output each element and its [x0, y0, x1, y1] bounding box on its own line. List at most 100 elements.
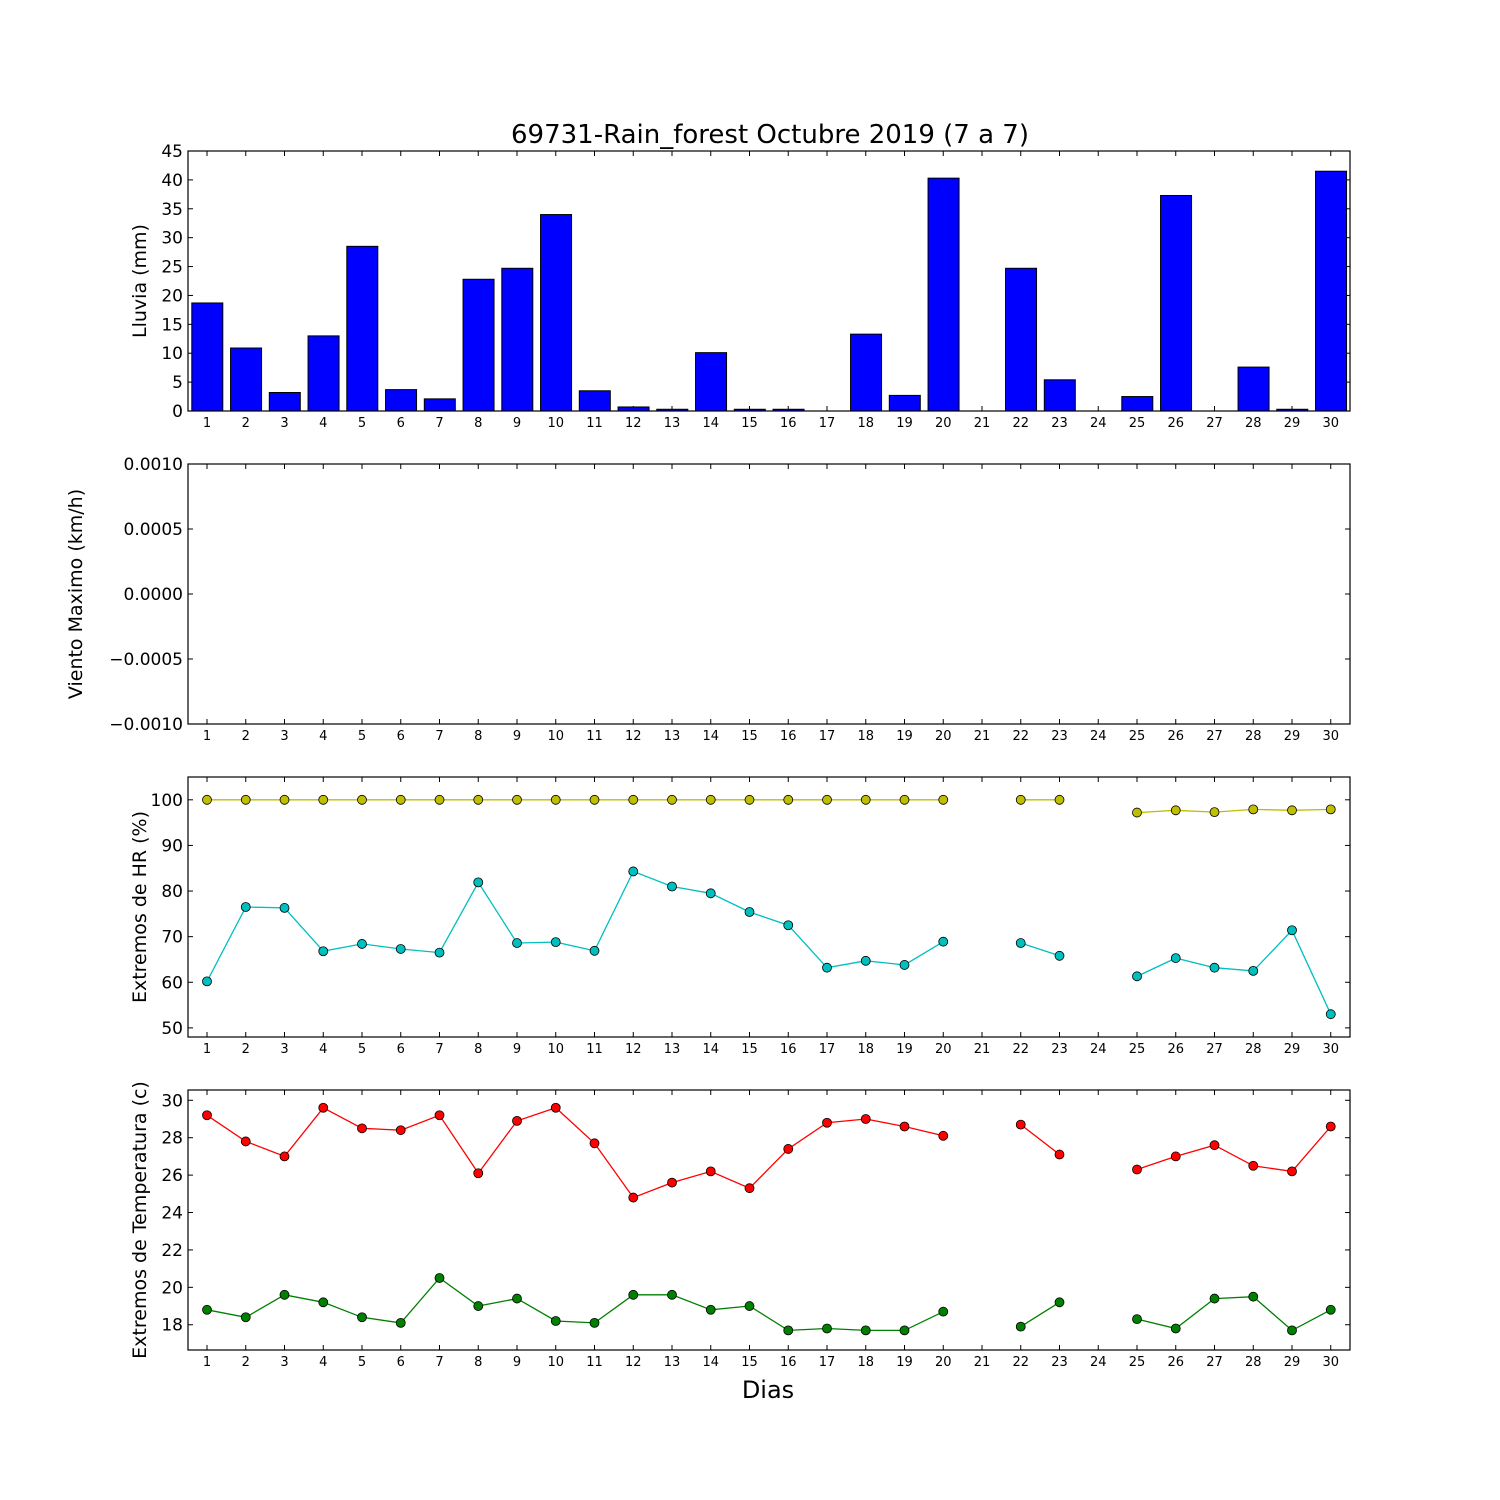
series-1-point-day-12 [628, 794, 639, 805]
x-tick-label: 4 [319, 1355, 327, 1370]
bar-day-20 [927, 177, 960, 412]
x-tick-label: 15 [741, 1355, 758, 1370]
series-2-line [1020, 942, 1060, 957]
bar-day-19 [888, 394, 921, 412]
bar-day-12 [617, 406, 650, 412]
y-tick-label: 0.0010 [124, 455, 183, 475]
x-tick-label: 2 [242, 1355, 250, 1370]
x-tick-label: 30 [1322, 1042, 1339, 1057]
series-1-point-day-27 [1209, 1140, 1220, 1151]
x-tick-label: 22 [1012, 1042, 1029, 1057]
series-2-point-day-10 [550, 937, 561, 948]
x-tick-label: 8 [474, 1042, 482, 1057]
x-tick-label: 9 [513, 1042, 521, 1057]
x-tick-label: 5 [358, 416, 366, 431]
x-tick-label: 13 [664, 1042, 681, 1057]
x-tick-label: 29 [1284, 1042, 1301, 1057]
y-axis-label: Lluvia (mm) [129, 224, 151, 338]
x-tick-label: 20 [935, 1042, 952, 1057]
x-tick-label: 25 [1129, 1042, 1146, 1057]
y-tick-label: 10 [161, 344, 183, 364]
x-tick-label: 18 [857, 1355, 874, 1370]
x-tick-label: 20 [935, 1355, 952, 1370]
y-axis-label: Extremos de HR (%) [129, 811, 151, 1003]
bar-day-11 [578, 390, 611, 412]
series-2-point-day-10 [550, 1316, 561, 1326]
bar-day-28 [1237, 366, 1270, 412]
chart-title: 69731-Rain_forest Octubre 2019 (7 a 7) [511, 120, 1029, 150]
x-tick-label: 6 [397, 729, 405, 744]
series-1-point-day-13 [667, 794, 677, 805]
series-1-point-day-4 [318, 794, 329, 805]
x-tick-label: 22 [1012, 1355, 1029, 1370]
bar-day-4 [307, 335, 340, 412]
bar-day-25 [1121, 396, 1154, 412]
series-2-point-day-14 [705, 888, 716, 899]
series-1-point-day-27 [1209, 807, 1220, 818]
plot-frame [187, 776, 1351, 1038]
x-tick-label: 7 [435, 729, 443, 744]
bar-day-30 [1315, 170, 1348, 412]
series-2-point-day-18 [860, 955, 871, 966]
x-tick-label: 27 [1206, 416, 1223, 431]
x-tick-label: 19 [896, 1355, 913, 1370]
x-tick-label: 26 [1167, 729, 1184, 744]
series-1-point-day-10 [550, 794, 561, 805]
series-1-point-day-20 [938, 794, 949, 805]
x-tick-label: 5 [358, 1355, 366, 1370]
y-tick-label: 20 [161, 286, 183, 306]
series-1-point-day-30 [1325, 804, 1336, 815]
series-1-point-day-10 [550, 1102, 561, 1113]
series-1-point-day-22 [1015, 794, 1026, 805]
x-tick-label: 29 [1284, 729, 1301, 744]
bar-day-10 [540, 214, 573, 412]
series-1-point-day-26 [1170, 1151, 1181, 1162]
x-tick-label: 17 [819, 1042, 836, 1057]
y-tick-label: 100 [151, 791, 183, 811]
series-1-line [206, 1106, 944, 1199]
x-tick-label: 28 [1245, 416, 1262, 431]
series-2-point-day-20 [938, 936, 949, 947]
series-2-point-day-4 [318, 946, 329, 957]
series-1-line [1020, 1124, 1060, 1156]
x-tick-label: 1 [203, 416, 211, 431]
x-tick-label: 17 [819, 1355, 836, 1370]
x-tick-label: 14 [702, 1042, 719, 1057]
series-1-point-day-1 [202, 1110, 212, 1121]
x-tick-label: 28 [1245, 1355, 1262, 1370]
series-1-point-day-13 [667, 1177, 677, 1188]
series-2-point-day-26 [1170, 1323, 1181, 1334]
x-tick-label: 24 [1090, 1042, 1107, 1057]
series-2-point-day-7 [434, 947, 445, 958]
x-tick-label: 17 [819, 729, 836, 744]
bar-day-7 [423, 398, 456, 412]
x-tick-label: 6 [397, 1042, 405, 1057]
series-2-point-day-27 [1209, 962, 1220, 973]
x-tick-label: 13 [664, 729, 681, 744]
panel-3: 1 2 3 4 5 6 7 8 9 10 11 12 13 14 15 16 17 18 19 20 21 22 23 24 2… [129, 776, 1351, 1057]
y-tick-label: 45 [161, 142, 183, 162]
series-1-point-day-25 [1132, 807, 1142, 818]
x-tick-label: 1 [203, 1355, 211, 1370]
y-tick-label: 20 [161, 1278, 183, 1298]
x-tick-label: 11 [586, 1355, 603, 1370]
series-2-point-day-29 [1287, 1325, 1297, 1336]
series-2-point-day-23 [1054, 1297, 1065, 1308]
series-1-point-day-3 [279, 794, 290, 805]
y-tick-label: 22 [161, 1241, 183, 1261]
series-1-point-day-5 [357, 1123, 367, 1134]
series-2-point-day-9 [512, 1293, 522, 1304]
series-2-point-day-30 [1325, 1304, 1336, 1315]
series-1-point-day-1 [202, 794, 212, 805]
y-axis-label: Viento Maximo (km/h) [65, 489, 87, 699]
series-2-point-day-3 [279, 903, 290, 913]
series-2-point-day-14 [705, 1304, 716, 1315]
y-tick-label: 35 [161, 200, 183, 220]
series-2-point-day-23 [1054, 950, 1065, 961]
series-1-point-day-16 [783, 1144, 794, 1154]
x-tick-label: 16 [780, 729, 797, 744]
series-2-point-day-8 [473, 1301, 484, 1311]
series-2-point-day-6 [395, 944, 406, 954]
series-2-point-day-12 [628, 866, 639, 877]
x-tick-label: 1 [203, 1042, 211, 1057]
